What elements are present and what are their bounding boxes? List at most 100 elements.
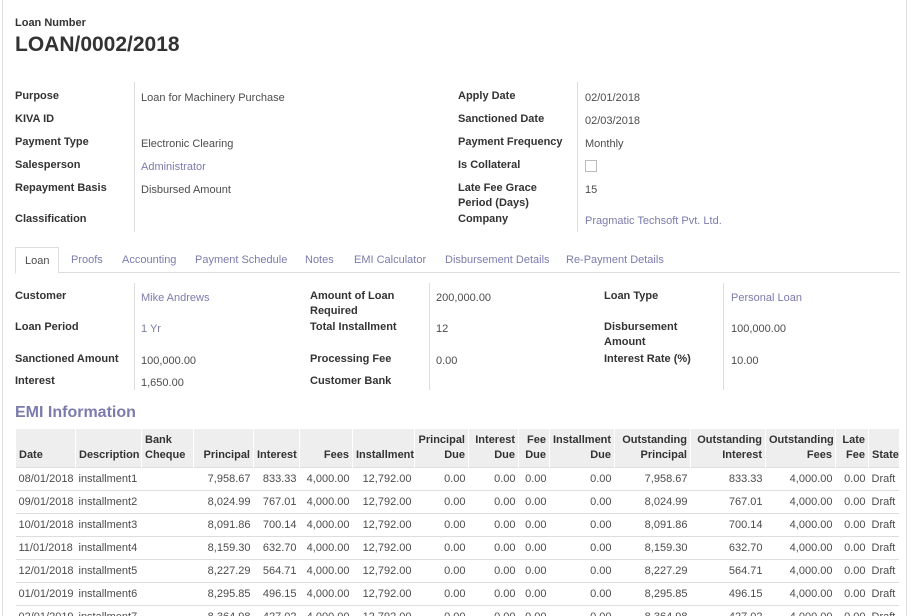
table-cell: 0.00 [414,605,469,616]
field-value: 15 [585,184,598,196]
field-label: Repayment Basis [15,182,107,194]
table-row[interactable]: 12/01/2018 installment5 8,227.29 564.71 4,00… [15,559,899,583]
field-label: Disbursement Amount [604,321,678,348]
column-header: Outstanding Principal [614,429,691,468]
tab[interactable]: Loan [15,247,60,274]
header-title: LOAN/0002/2018 [15,33,180,56]
field-label: Classification [15,213,87,225]
table-cell: 632.70 [690,536,766,560]
field-label: Amount of Loan Required [310,290,395,317]
tab[interactable]: Re-Payment Details [566,254,664,266]
tab[interactable]: Proofs [71,254,103,266]
table-body: 08/01/2018 installment1 7,958.67 833.33 4,00… [15,467,899,616]
divider [723,283,724,390]
table-cell: 12,792.00 [352,536,415,560]
table-cell: 0.00 [414,536,469,560]
table-cell: 767.01 [690,490,766,514]
table-cell: 0.00 [549,536,615,560]
table-cell: installment3 [75,513,142,537]
column-header: Installment [352,429,415,468]
table-cell: 427.02 [690,605,766,616]
field-label: Total Installment [310,321,397,333]
table-row[interactable]: 01/01/2019 installment6 8,295.85 496.15 4,00… [15,582,899,606]
column-header: Outstanding Fees [765,429,836,468]
tab[interactable]: Notes [305,254,334,266]
table-cell: 4,000.00 [299,605,353,616]
field-value[interactable]: Pragmatic Techsoft Pvt. Ltd. [585,215,722,227]
table-cell: 09/01/2018 [15,490,76,514]
table-cell: installment4 [75,536,142,560]
field-label: Loan Type [604,290,659,302]
table-cell: 10/01/2018 [15,513,76,537]
table-cell: 8,091.86 [193,513,254,537]
field-value[interactable]: Administrator [141,161,206,173]
table-cell: 632.70 [253,536,300,560]
column-header: State [868,429,899,468]
field-value: 0.00 [436,355,458,367]
table-cell: 8,024.99 [614,490,691,514]
table-cell: Draft [868,536,899,560]
field-value[interactable]: Mike Andrews [141,292,210,304]
field-value: 10.00 [731,355,759,367]
table-cell: 4,000.00 [765,582,836,606]
table-cell: 12,792.00 [352,513,415,537]
table-cell: installment1 [75,467,142,491]
table-row[interactable]: 10/01/2018 installment3 8,091.86 700.14 4,00… [15,513,899,537]
table-cell [141,536,194,560]
column-header: Outstanding Interest [690,429,766,468]
divider [134,82,135,232]
table-cell: 0.00 [518,490,550,514]
table-cell: 496.15 [690,582,766,606]
field-value[interactable]: Personal Loan [731,292,802,304]
table-cell: 02/01/2019 [15,605,76,616]
table-row[interactable]: 02/01/2019installment78,364.98427.024,00… [15,605,899,616]
table-cell: 8,159.30 [193,536,254,560]
field-label: Customer Bank [310,375,392,387]
column-header: Interest Due [468,429,519,468]
table-row[interactable]: 08/01/2018 installment1 7,958.67 833.33 4,00… [15,467,899,491]
table-cell: 12,792.00 [352,490,415,514]
checkbox[interactable] [585,160,597,172]
table-cell: installment5 [75,559,142,583]
table-cell: 0.00 [835,513,869,537]
table-cell: Draft [868,513,899,537]
field-label: Is Collateral [458,159,521,171]
table-cell: 4,000.00 [765,513,836,537]
table-cell: 0.00 [468,513,519,537]
table-cell: 0.00 [518,513,550,537]
column-header: Principal Due [414,429,469,468]
column-header: Description [75,429,142,468]
table-cell: 8,364.98 [614,605,691,616]
field-value[interactable]: 1 Yr [141,323,161,335]
column-header: Fee Due [518,429,550,468]
table-cell: 8,091.86 [614,513,691,537]
table-cell: 0.00 [518,467,550,491]
table-cell: 0.00 [414,582,469,606]
table-cell: 4,000.00 [299,490,353,514]
tab[interactable]: Disbursement Details [445,254,550,266]
table-cell: 4,000.00 [299,582,353,606]
table-cell: 0.00 [468,467,519,491]
table-cell: 8,024.99 [193,490,254,514]
tab[interactable]: Payment Schedule [195,254,288,266]
divider [577,82,578,232]
table-cell: 7,958.67 [193,467,254,491]
field-value: 100,000.00 [141,355,197,367]
field-label: Loan Period [15,321,79,333]
table-cell: 0.00 [549,605,615,616]
table-cell: 767.01 [253,490,300,514]
table-cell: 12,792.00 [352,467,415,491]
table-row[interactable]: 09/01/2018 installment2 8,024.99 767.01 4,00… [15,490,899,514]
field-label: KIVA ID [15,113,55,125]
field-label: Company [458,213,509,225]
table-cell: 496.15 [253,582,300,606]
table-cell: 8,159.30 [614,536,691,560]
table-cell [141,582,194,606]
field-label: Apply Date [458,90,516,102]
field-label: Sanctioned Date [458,113,545,125]
tab[interactable]: Accounting [122,254,177,266]
table-row[interactable]: 11/01/2018 installment4 8,159.30 632.70 4,00… [15,536,899,560]
table-cell: 833.33 [690,467,766,491]
table-cell: 0.00 [468,559,519,583]
tab[interactable]: EMI Calculator [354,254,427,266]
